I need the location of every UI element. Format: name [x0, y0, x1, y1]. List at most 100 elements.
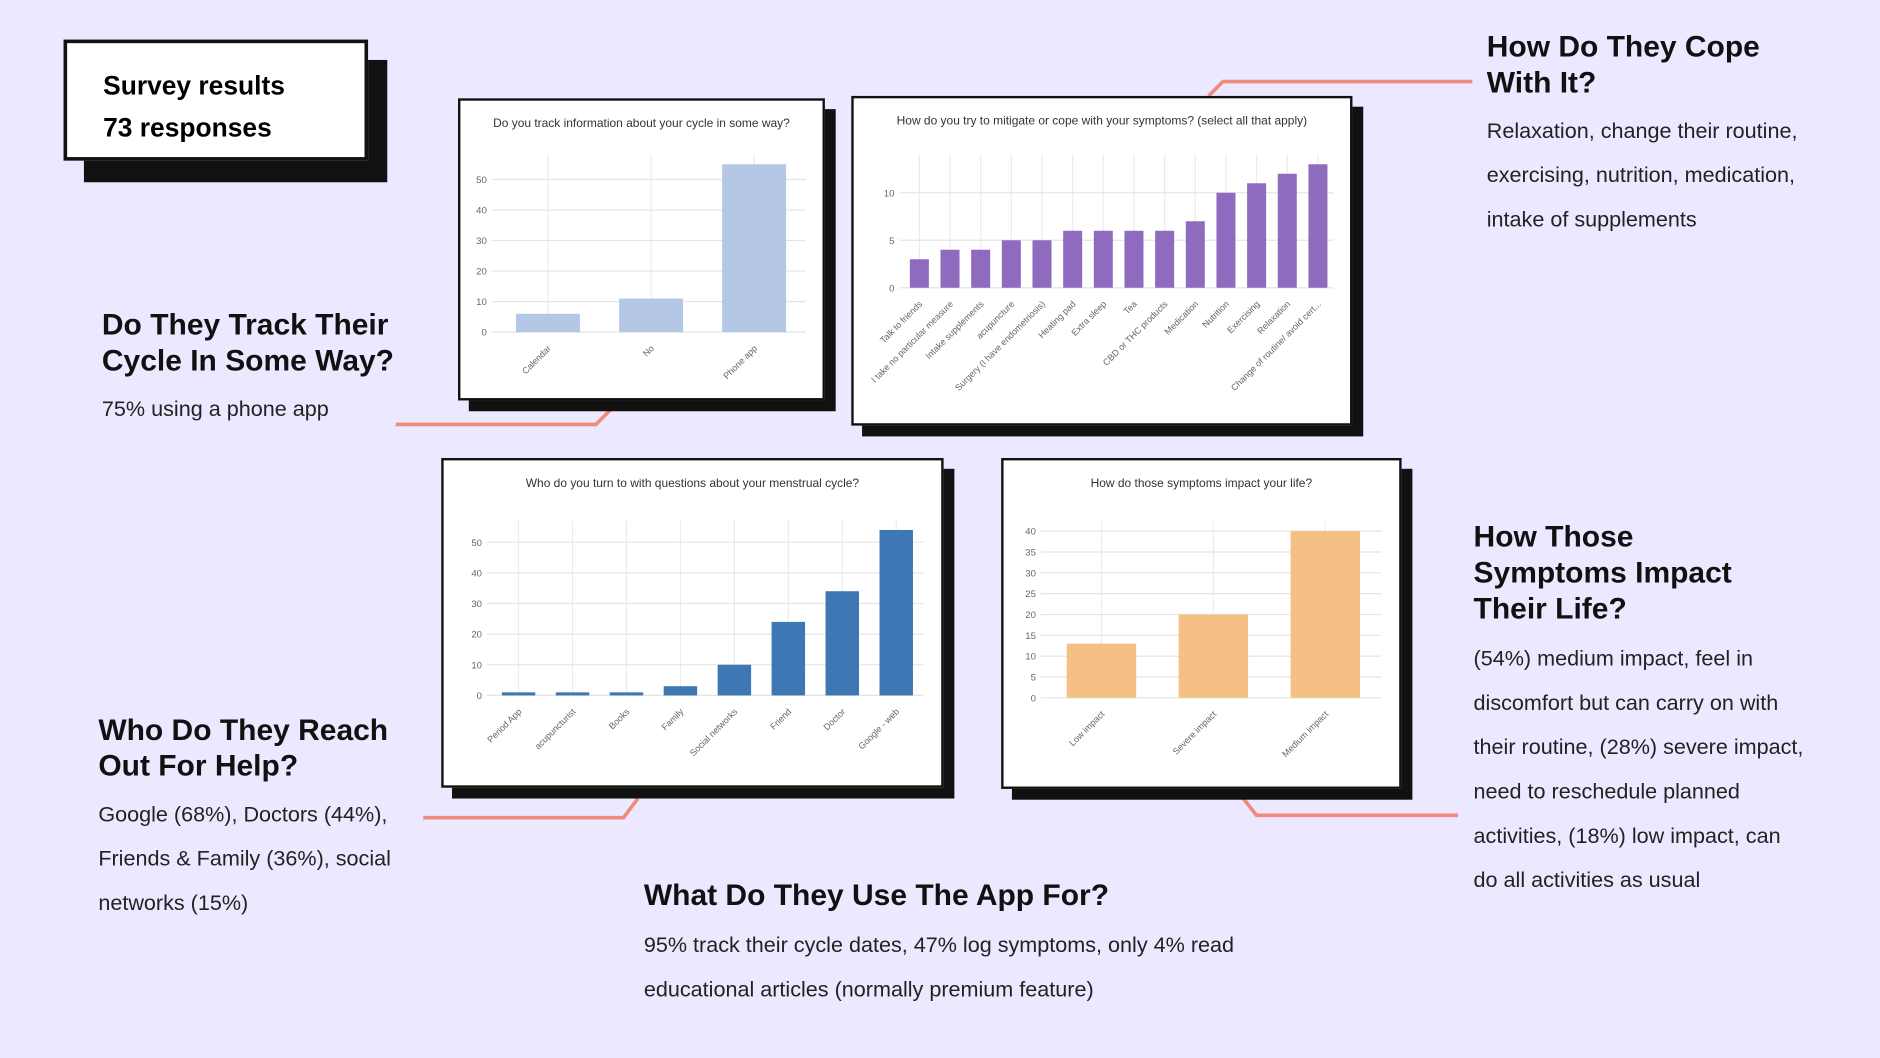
bar: [722, 164, 787, 333]
bar: [825, 591, 860, 696]
bar: [1124, 230, 1144, 288]
y-tick-label: 5: [1031, 673, 1036, 684]
chart-card: How do those symptoms impact your life? 0…: [1001, 458, 1402, 789]
y-tick-label: 40: [471, 568, 482, 579]
y-tick-label: 10: [476, 297, 487, 308]
x-tick-label: Social networks: [688, 706, 740, 758]
section-heading: What Do They Use The App For?: [643, 878, 1110, 913]
chart-title: How do those symptoms impact your life?: [1091, 476, 1313, 490]
chart-title: How do you try to mitigate or cope with …: [897, 114, 1307, 128]
bar: [501, 692, 536, 696]
section-text: Relaxation, change their routine, exerci…: [1486, 118, 1798, 232]
chart-title: Who do you turn to with questions about …: [526, 476, 860, 490]
x-tick-label: Medium impact: [1280, 709, 1330, 759]
bar: [1001, 240, 1021, 288]
bar: [971, 249, 991, 288]
x-tick-label: Period App: [485, 707, 523, 745]
section-heading: How Do They Cope With It?: [1486, 29, 1760, 100]
y-tick-label: 5: [889, 236, 894, 247]
bar: [879, 529, 913, 696]
bar: [771, 621, 806, 696]
bar: [663, 686, 698, 696]
y-tick-label: 25: [1025, 589, 1036, 600]
y-tick-label: 0: [477, 691, 482, 702]
bar: [1155, 230, 1175, 288]
y-tick-label: 10: [471, 660, 482, 671]
chart-card: Who do you turn to with questions about …: [441, 458, 944, 788]
x-tick-label: Calendar: [520, 343, 553, 376]
connector: [1207, 79, 1473, 98]
x-tick-label: acupuncturist: [533, 706, 578, 751]
chart-card: How do you try to mitigate or cope with …: [851, 95, 1353, 426]
x-tick-label: Nutrition: [1200, 299, 1231, 330]
chart: How do you try to mitigate or cope with …: [869, 114, 1334, 393]
bar: [1277, 173, 1297, 288]
section-text: Google (68%), Doctors (44%), Friends & F…: [98, 802, 391, 915]
bar: [555, 692, 590, 696]
bar: [1247, 183, 1267, 288]
chart: Who do you turn to with questions about …: [471, 476, 924, 758]
x-tick-label: No: [641, 343, 656, 358]
y-tick-label: 15: [1025, 631, 1036, 642]
bar: [609, 692, 644, 696]
y-tick-label: 30: [471, 599, 482, 610]
chart: How do those symptoms impact your life? 0…: [1025, 476, 1382, 759]
bar: [1178, 614, 1249, 698]
y-tick-label: 0: [1031, 693, 1036, 704]
bar: [515, 313, 580, 333]
y-tick-label: 30: [1025, 568, 1036, 579]
bar: [909, 259, 929, 288]
bar: [1032, 240, 1052, 288]
x-tick-label: Books: [607, 706, 632, 731]
bar: [1066, 643, 1137, 698]
y-tick-label: 0: [889, 283, 894, 294]
x-tick-label: Family: [660, 706, 686, 732]
bar: [1185, 221, 1205, 288]
summary-box: Survey results 73 responses: [63, 39, 369, 161]
y-tick-label: 10: [884, 188, 895, 199]
bar: [1093, 230, 1113, 288]
bar: [1216, 192, 1236, 288]
y-tick-label: 20: [1025, 610, 1036, 621]
x-tick-label: Low impact: [1067, 709, 1107, 749]
y-tick-label: 30: [476, 236, 487, 247]
bar: [1063, 230, 1083, 288]
y-tick-label: 50: [471, 538, 482, 549]
bar: [1290, 531, 1360, 698]
y-tick-label: 0: [481, 328, 486, 339]
x-tick-label: Tea: [1122, 299, 1139, 316]
chart-title: Do you track information about your cycl…: [493, 116, 790, 130]
x-tick-label: Friend: [768, 707, 793, 732]
summary-title: Survey results: [103, 70, 285, 101]
chart: Do you track information about your cycl…: [476, 116, 806, 381]
y-tick-label: 40: [476, 206, 487, 217]
section-heading: Do They Track Their Cycle In Some Way?: [101, 308, 394, 378]
x-tick-label: Phone app: [721, 343, 759, 381]
y-tick-label: 20: [476, 267, 487, 278]
section-heading: Who Do They Reach Out For Help?: [98, 713, 389, 783]
bar: [619, 298, 684, 333]
section-text: (54%) medium impact, feel in discomfort …: [1473, 646, 1804, 893]
chart-card: Do you track information about your cycl…: [458, 98, 825, 401]
y-tick-label: 10: [1025, 652, 1036, 663]
connector: [423, 797, 640, 820]
connector: [395, 407, 613, 427]
bar: [940, 249, 960, 288]
section-text: 95% track their cycle dates, 47% log sym…: [643, 932, 1235, 1002]
bar: [717, 664, 752, 696]
bar: [1308, 164, 1328, 288]
x-tick-label: Google - web: [856, 707, 901, 752]
y-tick-label: 50: [476, 175, 487, 186]
section-heading: How Those Symptoms Impact Their Life?: [1473, 520, 1732, 626]
summary-responses: 73 responses: [103, 112, 272, 143]
x-tick-label: Severe impact: [1171, 709, 1219, 757]
connector: [1241, 797, 1458, 818]
y-tick-label: 40: [1025, 527, 1036, 538]
section-text: 75% using a phone app: [101, 396, 329, 421]
y-tick-label: 35: [1025, 548, 1036, 559]
y-tick-label: 20: [471, 630, 482, 641]
x-tick-label: Doctor: [822, 707, 848, 733]
